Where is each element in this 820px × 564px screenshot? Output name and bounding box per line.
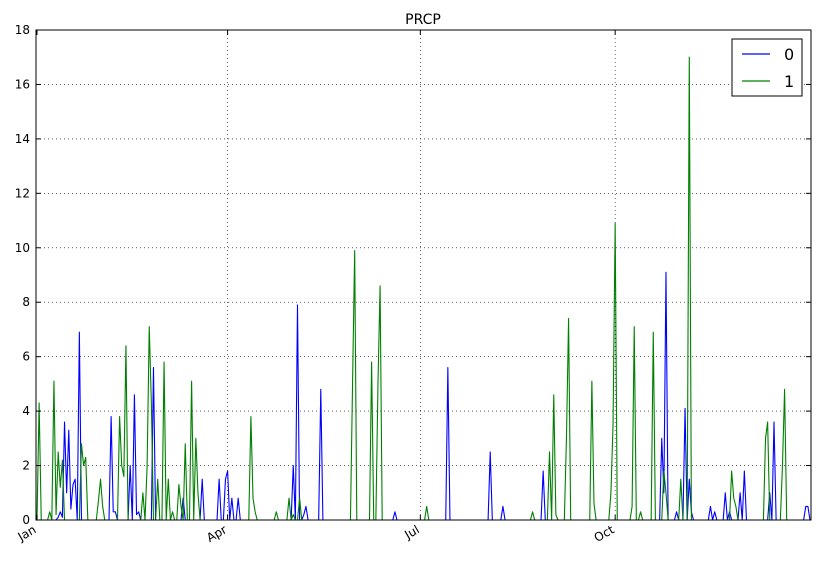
y-tick-label: 0 [22, 513, 30, 527]
y-tick-label: 2 [22, 459, 30, 473]
plot-area [36, 56, 811, 521]
legend-box [731, 38, 803, 97]
legend-label-0: 0 [784, 45, 794, 64]
chart-title: PRCP [405, 12, 441, 28]
series-line-1 [36, 56, 810, 521]
y-tick-label: 14 [15, 132, 30, 146]
legend: 01 [731, 38, 803, 97]
y-tick-label: 12 [15, 186, 30, 200]
y-tick-label: 8 [22, 295, 30, 309]
y-tick-label: 4 [22, 404, 30, 418]
x-tick-label: Oct [592, 522, 617, 545]
y-tick-label: 10 [15, 241, 30, 255]
plot-frame [35, 29, 812, 521]
x-tick-label: Apr [204, 522, 229, 545]
y-tick-label: 18 [15, 23, 30, 37]
x-tick-label: Jul [401, 522, 421, 542]
legend-label-1: 1 [784, 72, 794, 91]
y-tick-label: 16 [15, 77, 30, 91]
y-tick-label: 6 [22, 350, 30, 364]
x-tick-label: Jan [15, 522, 39, 544]
